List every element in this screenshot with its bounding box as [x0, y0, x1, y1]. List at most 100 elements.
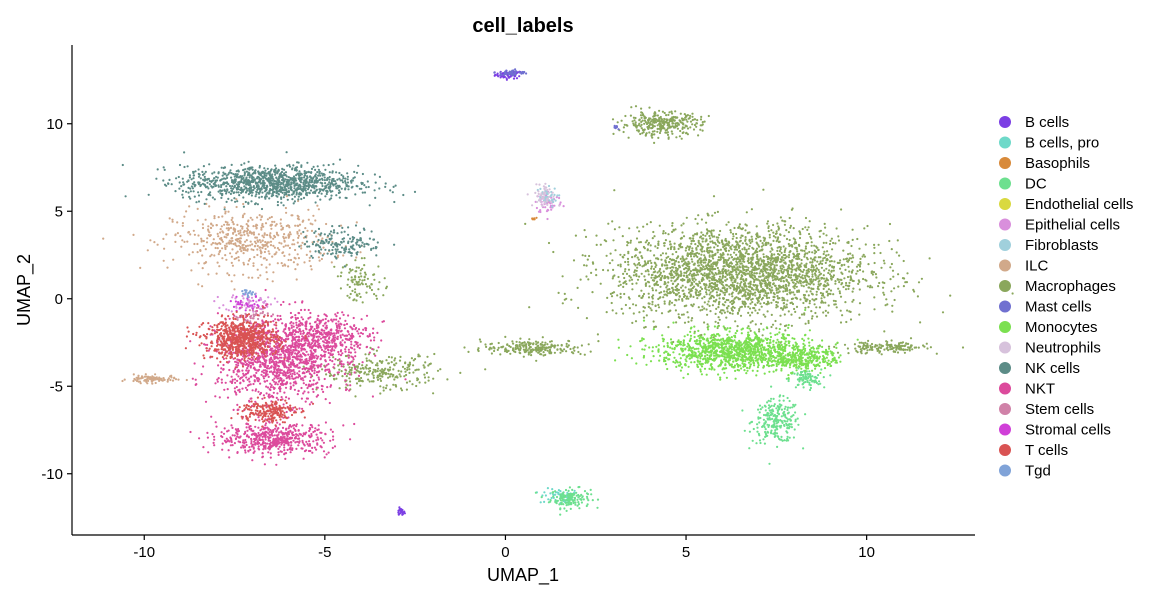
scatter-point	[756, 257, 759, 261]
scatter-point	[787, 242, 790, 246]
scatter-point	[630, 106, 633, 109]
scatter-point	[653, 130, 656, 133]
scatter-point	[858, 288, 861, 291]
scatter-point	[644, 116, 647, 119]
scatter-point	[777, 405, 780, 408]
scatter-point	[813, 303, 816, 306]
scatter-point	[733, 251, 736, 254]
scatter-point	[738, 225, 741, 228]
scatter-point	[380, 370, 383, 373]
scatter-point	[546, 349, 549, 352]
scatter-point	[908, 347, 911, 351]
scatter-point	[565, 504, 568, 507]
scatter-point	[648, 126, 651, 129]
scatter-point	[822, 294, 825, 297]
scatter-point	[748, 239, 751, 242]
scatter-point	[512, 77, 516, 80]
scatter-point	[750, 235, 753, 238]
scatter-point	[685, 270, 689, 273]
scatter-point	[626, 257, 630, 260]
scatter-point	[727, 249, 731, 252]
scatter-point	[665, 252, 668, 255]
scatter-point	[535, 216, 538, 219]
scatter-point	[212, 238, 215, 241]
scatter-point	[547, 241, 551, 245]
scatter-point	[611, 277, 614, 280]
scatter-point	[303, 261, 306, 264]
scatter-point	[691, 115, 694, 118]
scatter-point	[842, 249, 845, 252]
scatter-point	[711, 265, 714, 268]
scatter-point	[680, 224, 683, 227]
scatter-point	[723, 258, 726, 262]
scatter-point	[759, 289, 763, 293]
scatter-point	[780, 404, 783, 407]
scatter-point	[652, 294, 655, 297]
scatter-point	[748, 294, 752, 297]
scatter-point	[751, 320, 754, 323]
scatter-point	[807, 319, 810, 323]
scatter-point	[736, 248, 739, 251]
scatter-point	[837, 287, 840, 290]
scatter-point	[699, 292, 702, 295]
scatter-point	[721, 287, 724, 290]
scatter-point	[544, 353, 547, 356]
scatter-point	[716, 279, 719, 282]
scatter-point	[712, 300, 716, 303]
scatter-point	[805, 300, 808, 303]
scatter-point	[274, 252, 277, 256]
scatter-point	[638, 261, 641, 265]
scatter-point	[559, 201, 562, 204]
scatter-point	[548, 199, 551, 202]
scatter-point	[617, 284, 620, 287]
scatter-point	[720, 290, 724, 293]
scatter-point	[265, 242, 269, 245]
scatter-point	[671, 224, 674, 227]
scatter-point	[759, 408, 762, 411]
scatter-point	[404, 370, 407, 373]
scatter-point	[763, 259, 766, 262]
scatter-point	[749, 280, 752, 283]
scatter-point	[768, 424, 771, 427]
scatter-point	[903, 351, 907, 354]
scatter-point	[640, 255, 643, 258]
scatter-point	[777, 288, 780, 291]
scatter-point	[729, 277, 732, 280]
scatter-point	[729, 253, 732, 256]
scatter-point	[740, 262, 743, 265]
scatter-point	[744, 229, 747, 232]
scatter-point	[242, 248, 245, 251]
scatter-point	[783, 299, 786, 302]
scatter-point	[775, 432, 779, 435]
scatter-point	[783, 305, 786, 308]
scatter-point	[766, 284, 769, 287]
scatter-point	[749, 241, 752, 245]
scatter-point	[841, 314, 844, 317]
scatter-point	[685, 216, 688, 219]
scatter-point	[583, 353, 586, 356]
scatter-point	[707, 286, 710, 289]
scatter-point	[746, 293, 750, 296]
scatter-point	[572, 493, 576, 496]
scatter-point	[565, 345, 568, 348]
scatter-point	[180, 245, 183, 248]
scatter-point	[618, 226, 621, 229]
scatter-point	[731, 237, 734, 240]
scatter-point	[566, 494, 570, 497]
scatter-point	[261, 239, 264, 242]
scatter-point	[762, 413, 766, 417]
scatter-point	[775, 422, 778, 425]
scatter-point	[712, 336, 715, 339]
scatter-point	[681, 284, 684, 287]
scatter-point	[561, 499, 564, 502]
scatter-point	[531, 348, 534, 351]
scatter-point	[808, 383, 811, 386]
scatter-point	[196, 251, 199, 254]
scatter-point	[769, 259, 772, 262]
scatter-point	[613, 228, 617, 231]
scatter-point	[766, 279, 769, 282]
scatter-point	[798, 236, 802, 240]
scatter-point	[493, 349, 496, 353]
scatter-point	[793, 293, 796, 296]
scatter-point	[796, 290, 799, 293]
